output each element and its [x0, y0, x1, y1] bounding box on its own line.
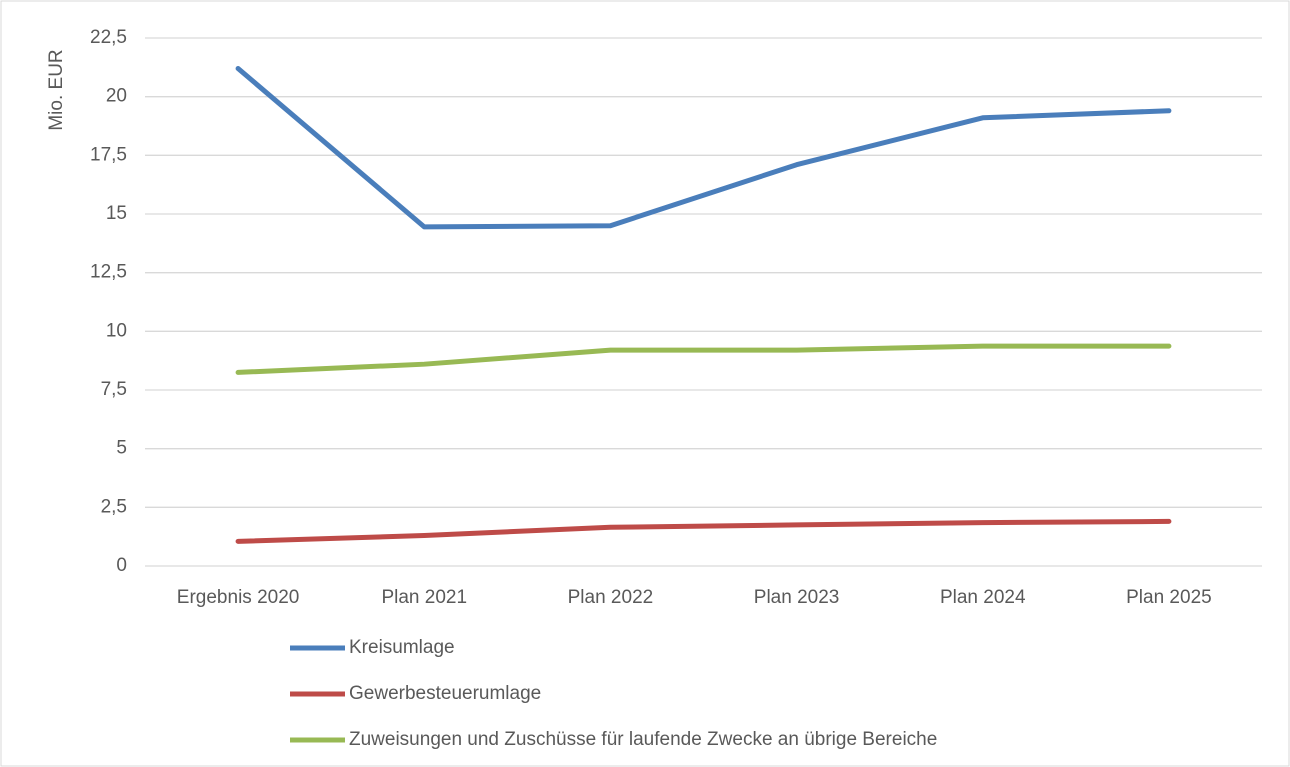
y-tick-label: 12,5: [90, 262, 127, 283]
x-tick-label: Plan 2023: [754, 587, 840, 608]
y-tick-label: 10: [106, 320, 127, 341]
y-tick-label: 7,5: [101, 379, 127, 400]
legend-label: Zuweisungen und Zuschüsse für laufende Z…: [349, 729, 937, 750]
x-tick-label: Plan 2021: [381, 587, 467, 608]
y-tick-label: 2,5: [101, 496, 127, 517]
y-tick-label: 15: [106, 203, 127, 224]
line-series: [235, 343, 1172, 375]
x-tick-label: Plan 2024: [940, 587, 1026, 608]
x-tick-label: Ergebnis 2020: [177, 587, 300, 608]
line-series: [235, 518, 1172, 544]
y-tick-label: 17,5: [90, 144, 127, 165]
y-tick-label: 22,5: [90, 27, 127, 48]
x-tick-label: Plan 2022: [568, 587, 654, 608]
y-tick-label: 20: [106, 86, 127, 107]
legend-label: Kreisumlage: [349, 637, 455, 658]
x-tick-label: Plan 2025: [1126, 587, 1212, 608]
line-series: [235, 66, 1172, 230]
y-tick-label: 0: [116, 555, 127, 576]
y-tick-label: 5: [116, 438, 127, 459]
y-axis-title: Mio. EUR: [46, 49, 67, 130]
legend-label: Gewerbesteuerumlage: [349, 683, 541, 704]
